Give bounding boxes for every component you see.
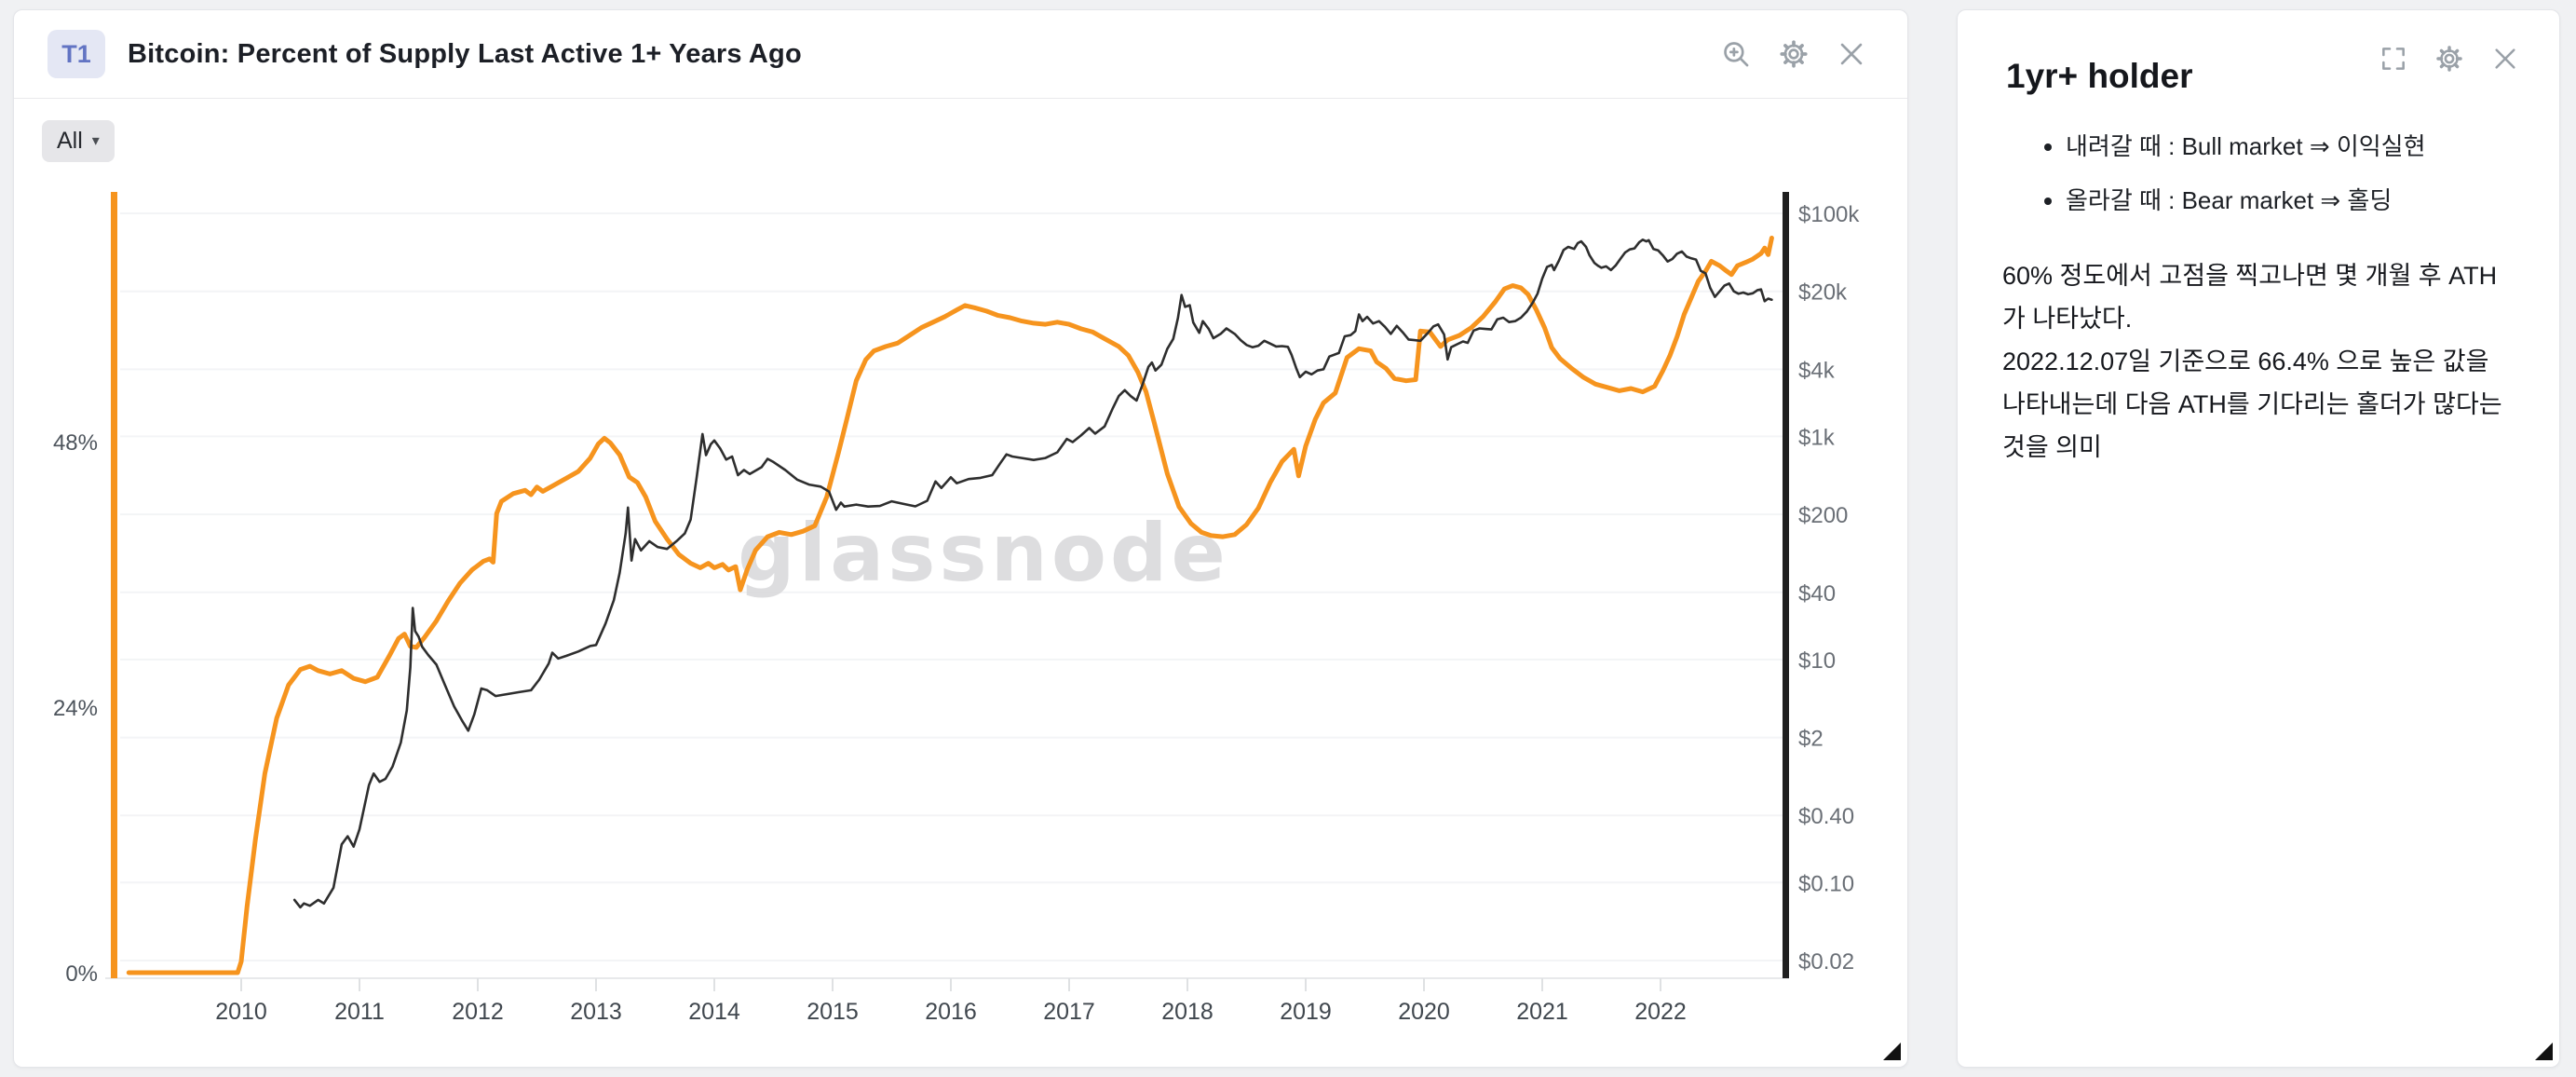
right-axis-bar [1783, 192, 1789, 978]
svg-text:2019: 2019 [1280, 999, 1332, 1025]
svg-text:2011: 2011 [334, 999, 385, 1025]
notes-title: 1yr+ holder [2006, 57, 2193, 95]
svg-text:2015: 2015 [807, 999, 859, 1025]
close-icon [1840, 43, 1863, 65]
svg-text:$0.40: $0.40 [1798, 804, 1854, 829]
svg-text:2017: 2017 [1043, 999, 1095, 1025]
notes-toolbar [2371, 36, 2528, 81]
watermark: glassnode [738, 507, 1229, 600]
notes-bullet-list: 내려갈 때 : Bull market ⇒ 이익실현 올라갈 때 : Bear … [2002, 130, 2515, 218]
settings-button[interactable] [2427, 36, 2472, 81]
fullscreen-button[interactable] [2371, 36, 2416, 81]
svg-text:2014: 2014 [688, 999, 740, 1025]
settings-button[interactable] [1771, 32, 1816, 76]
resize-handle[interactable] [2535, 1043, 2553, 1060]
svg-text:2012: 2012 [452, 999, 504, 1025]
left-axis-bar [111, 192, 117, 978]
svg-text:2021: 2021 [1516, 999, 1568, 1025]
close-icon [2495, 48, 2515, 69]
zoom-in-icon [1724, 42, 1749, 67]
svg-text:2020: 2020 [1398, 999, 1450, 1025]
svg-text:0%: 0% [65, 961, 98, 987]
svg-text:$2: $2 [1798, 727, 1824, 752]
svg-text:$1k: $1k [1798, 425, 1836, 450]
notes-content: 1yr+ holder 내려갈 때 : Bull market ⇒ 이익실현 올… [1958, 10, 2559, 1067]
svg-text:$0.02: $0.02 [1798, 949, 1854, 975]
note-paragraph: 2022.12.07일 기준으로 66.4% 으로 높은 값을 나타내는데 다음… [2002, 348, 2502, 461]
list-item: 올라갈 때 : Bear market ⇒ 홀딩 [2066, 184, 2515, 219]
zoom-in-button[interactable] [1714, 32, 1758, 76]
svg-text:24%: 24% [53, 696, 98, 721]
svg-text:48%: 48% [53, 430, 98, 456]
notes-paragraphs: 60% 정도에서 고점을 찍고나면 몇 개월 후 ATH가 나타났다. 2022… [2002, 255, 2515, 469]
close-button[interactable] [2483, 36, 2528, 81]
svg-text:2010: 2010 [215, 999, 267, 1025]
chart-widget-card: T1 Bitcoin: Percent of Supply Last Activ… [13, 9, 1908, 1068]
chevron-down-icon: ▾ [91, 132, 100, 149]
tab-badge: T1 [47, 30, 105, 78]
svg-text:$100k: $100k [1798, 202, 1860, 227]
svg-text:$4k: $4k [1798, 358, 1836, 383]
svg-text:$200: $200 [1798, 503, 1848, 528]
gear-icon [1780, 40, 1808, 68]
resize-handle[interactable] [1883, 1043, 1901, 1060]
chart-toolbar [1714, 32, 1874, 76]
svg-text:2016: 2016 [925, 999, 977, 1025]
range-selector[interactable]: All ▾ [42, 120, 115, 162]
chart-title: Bitcoin: Percent of Supply Last Active 1… [128, 38, 802, 69]
range-selector-label: All [57, 128, 83, 154]
note-paragraph: 60% 정도에서 고점을 찍고나면 몇 개월 후 ATH가 나타났다. [2002, 262, 2498, 334]
chart-header: T1 Bitcoin: Percent of Supply Last Activ… [14, 10, 1907, 99]
svg-text:$10: $10 [1798, 648, 1836, 674]
series-left [126, 236, 1774, 975]
svg-text:2013: 2013 [570, 999, 622, 1025]
svg-text:2018: 2018 [1161, 999, 1213, 1025]
close-button[interactable] [1829, 32, 1874, 76]
chart-plot: 2010 2011 2012 2013 2014 2015 2016 2017 2018 2019… [53, 192, 1860, 1025]
svg-text:$0.10: $0.10 [1798, 871, 1854, 896]
fullscreen-icon [2382, 48, 2405, 70]
svg-text:$20k: $20k [1798, 280, 1848, 306]
svg-text:$40: $40 [1798, 581, 1836, 607]
svg-text:2022: 2022 [1634, 999, 1687, 1025]
gear-icon [2436, 46, 2462, 72]
notes-card: 1yr+ holder 내려갈 때 : Bull market ⇒ 이익실현 올… [1957, 9, 2560, 1068]
list-item: 내려갈 때 : Bull market ⇒ 이익실현 [2066, 130, 2515, 165]
series-right [292, 239, 1773, 909]
